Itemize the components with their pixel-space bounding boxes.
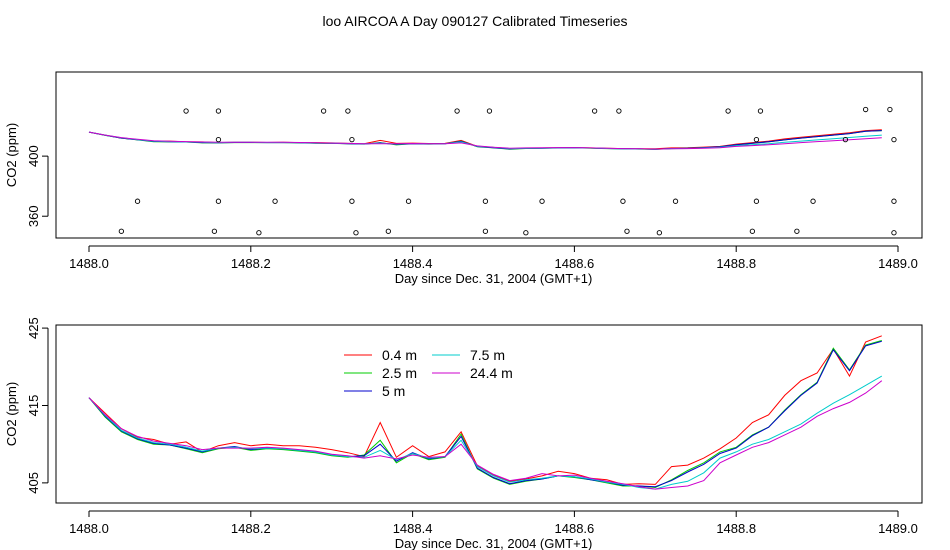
x-tick-label: 1488.8 <box>716 256 756 271</box>
data-point <box>725 108 731 114</box>
x-tick-label: 1488.0 <box>69 256 109 271</box>
y-tick-label: 400 <box>26 145 41 167</box>
x-tick-label: 1488.8 <box>716 521 756 536</box>
data-point <box>539 198 545 204</box>
data-point <box>256 230 262 236</box>
legend-label: 24.4 m <box>470 365 513 381</box>
data-point <box>753 198 760 204</box>
series-line <box>88 131 882 150</box>
data-point <box>183 108 189 114</box>
legend-label: 5 m <box>382 383 405 399</box>
y-tick-label: 405 <box>26 472 41 494</box>
y-axis-label: CO2 (ppm) <box>4 382 19 446</box>
bottom-panel: 1488.0 1488.2 1488.4 1488.6 1488.8 1489.0 Day … <box>4 317 923 550</box>
series-line <box>88 335 882 485</box>
series-line <box>88 129 882 150</box>
data-point <box>211 228 218 234</box>
data-point <box>757 108 764 114</box>
data-point <box>842 136 849 143</box>
series-line <box>88 380 883 490</box>
data-point <box>624 228 630 234</box>
data-point <box>215 198 222 204</box>
data-point <box>891 136 897 143</box>
data-point <box>118 228 125 234</box>
y-tick-label: 425 <box>26 317 41 339</box>
data-point <box>320 108 327 114</box>
series-line <box>88 340 882 488</box>
data-point <box>272 198 278 204</box>
top-panel: 1488.0 1488.2 1488.4 1488.6 1488.8 1489.0 Day … <box>4 71 923 286</box>
plot-frame <box>55 324 923 504</box>
x-tick-label: 1488.4 <box>393 256 433 271</box>
data-point <box>482 198 489 204</box>
x-tick-label: 1488.6 <box>555 256 595 271</box>
x-tick-label: 1488.2 <box>231 256 271 271</box>
plot-frame <box>55 71 923 239</box>
data-point <box>591 108 598 114</box>
x-axis-label: Day since Dec. 31, 2004 (GMT+1) <box>395 271 593 286</box>
data-point <box>794 228 800 234</box>
data-point <box>887 106 893 113</box>
data-point <box>134 198 141 204</box>
x-tick-label: 1489.0 <box>878 521 918 536</box>
x-tick-label: 1489.0 <box>878 256 918 271</box>
data-point <box>215 108 222 114</box>
data-point <box>862 106 869 113</box>
x-tick-label: 1488.0 <box>69 521 109 536</box>
legend-label: 7.5 m <box>470 347 505 363</box>
y-tick-label: 415 <box>26 395 41 417</box>
data-point <box>349 136 355 143</box>
data-point <box>620 198 626 204</box>
x-axis-label: Day since Dec. 31, 2004 (GMT+1) <box>395 536 593 550</box>
data-point <box>672 198 679 204</box>
y-axis-label: CO2 (ppm) <box>4 123 19 187</box>
x-tick-label: 1488.6 <box>555 521 595 536</box>
data-point <box>486 108 493 114</box>
data-point <box>656 230 662 236</box>
data-point <box>616 108 622 114</box>
data-point <box>405 198 412 204</box>
data-point <box>353 230 359 236</box>
data-point <box>349 198 355 204</box>
data-point <box>482 228 489 234</box>
data-point <box>523 230 529 236</box>
series-line <box>88 375 883 490</box>
x-tick-label: 1488.4 <box>393 521 433 536</box>
data-point <box>891 230 897 236</box>
legend-label: 0.4 m <box>382 347 417 363</box>
x-tick-label: 1488.2 <box>231 521 271 536</box>
y-tick-label: 360 <box>26 205 41 227</box>
legend-label: 2.5 m <box>382 365 417 381</box>
data-point <box>810 198 816 204</box>
data-point <box>753 136 760 143</box>
data-point <box>891 198 897 204</box>
figure-title: loo AIRCOA A Day 090127 Calibrated Times… <box>322 13 627 29</box>
data-point <box>345 108 351 114</box>
data-point <box>215 136 222 143</box>
data-point <box>454 108 460 114</box>
data-point <box>385 228 391 234</box>
legend: 0.4 m 2.5 m 5 m 7.5 m 24.4 m <box>344 347 513 399</box>
data-point <box>749 228 756 234</box>
